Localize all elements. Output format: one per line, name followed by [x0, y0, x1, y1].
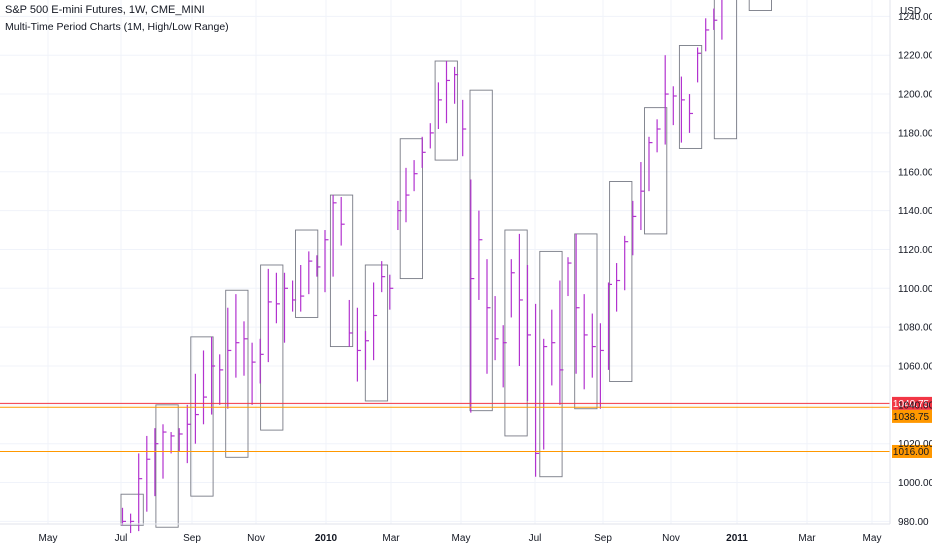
time-tick-label: 2010	[315, 533, 338, 544]
level-price-tag-label: 1040.75	[893, 399, 930, 410]
price-tick-label: 1220.00	[898, 51, 932, 62]
monthly-range-box	[644, 107, 668, 235]
price-tick-label: 1160.00	[898, 167, 932, 178]
horizontal-levels: 1040.75 1038.75 1016.00	[0, 396, 932, 458]
price-tick-label: 1040.00	[898, 400, 932, 411]
level-price-tag-label: 1038.75	[893, 412, 930, 423]
price-tick-label: 1140.00	[898, 206, 932, 217]
currency-label: USD	[900, 6, 921, 17]
monthly-range-box	[120, 493, 144, 526]
monthly-range-box	[399, 138, 423, 280]
weekly-ohlc-bars	[121, 0, 723, 534]
monthly-range-box	[329, 194, 354, 348]
price-tick-label: 1000.00	[898, 478, 932, 489]
level-price-tag-label: 1016.00	[893, 447, 930, 458]
monthly-range-box	[469, 89, 493, 412]
monthly-range-box	[539, 250, 563, 478]
monthly-range-box	[295, 229, 319, 318]
monthly-range-box	[364, 264, 389, 402]
price-axis[interactable]: 980.00 1000.00 1020.00 1040.00 1060.00 1080.0…	[889, 0, 932, 528]
chart-title: S&P 500 E-mini Futures, 1W, CME_MINI	[5, 4, 205, 16]
time-tick-label: 2011	[726, 533, 748, 544]
price-tick-label: 1180.00	[898, 128, 932, 139]
time-tick-label: Mar	[798, 533, 816, 544]
monthly-range-box	[190, 336, 214, 497]
time-tick-label: Sep	[594, 533, 612, 544]
monthly-range-box	[155, 404, 179, 528]
price-tick-label: 980.00	[898, 517, 929, 528]
price-tick-label: 1200.00	[898, 90, 932, 101]
monthly-range-box	[609, 181, 633, 382]
level-price-tag	[892, 444, 932, 458]
level-price-tag	[892, 409, 932, 423]
monthly-range-box	[748, 0, 772, 11]
time-tick-label: Jul	[115, 533, 128, 544]
time-tick-label: Mar	[382, 533, 400, 544]
price-tick-label: 1080.00	[898, 323, 932, 334]
monthly-range-box	[678, 45, 703, 149]
price-tick-label: 1060.00	[898, 362, 932, 373]
level-price-tag	[892, 396, 932, 410]
monthly-range-boxes	[120, 0, 772, 528]
monthly-range-box	[225, 289, 249, 458]
time-tick-label: May	[863, 533, 882, 544]
time-tick-label: Nov	[662, 533, 680, 544]
time-tick-label: Nov	[247, 533, 265, 544]
time-tick-label: May	[452, 533, 471, 544]
time-tick-label: Sep	[183, 533, 201, 544]
monthly-range-box	[574, 233, 598, 410]
monthly-range-box	[713, 0, 738, 140]
time-axis[interactable]: May Jul Sep Nov 2010 Mar May Jul Sep Nov 2011 Mar Ma…	[0, 523, 890, 544]
price-tick-label: 1100.00	[898, 284, 932, 295]
price-tick-label: 1120.00	[898, 245, 932, 256]
price-tick-label: 1240.00	[898, 12, 932, 23]
time-tick-label: Jul	[529, 533, 542, 544]
time-tick-label: May	[39, 533, 58, 544]
chart-grid	[0, 0, 890, 524]
price-tick-label: 1020.00	[898, 439, 932, 450]
indicator-label: Multi-Time Period Charts (1M, High/Low R…	[5, 21, 229, 33]
